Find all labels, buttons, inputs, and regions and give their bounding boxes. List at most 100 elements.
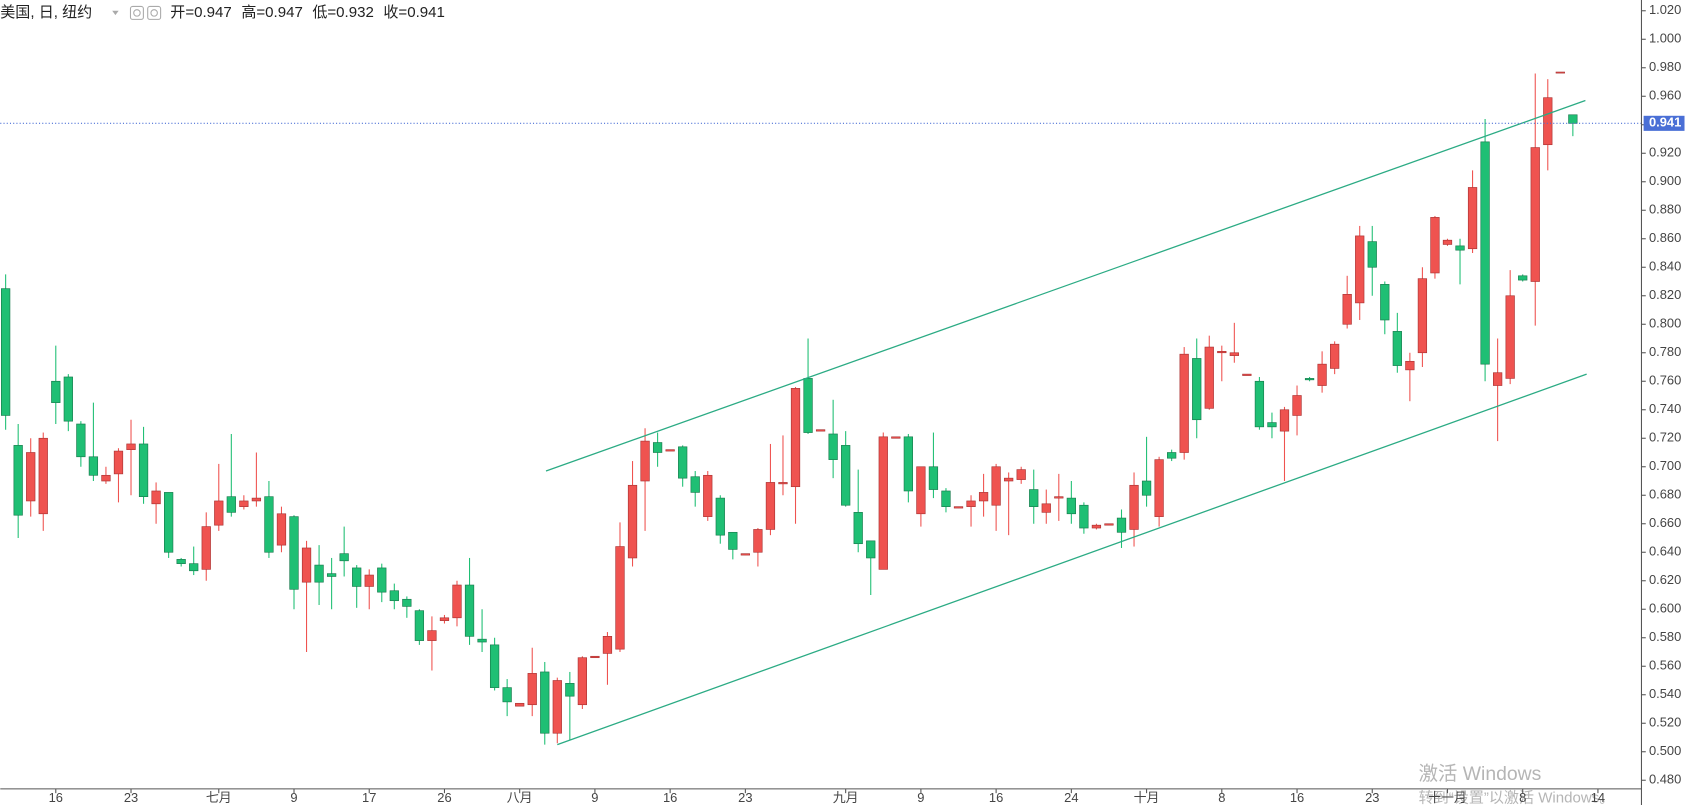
candle-body	[552, 680, 562, 734]
candle-body	[1430, 217, 1440, 274]
x-tick-label: 八月	[507, 790, 533, 805]
candle-body	[1405, 360, 1415, 371]
candle-body	[740, 553, 750, 556]
candle-body	[477, 638, 487, 643]
candle-body	[878, 436, 888, 570]
candle-body	[1167, 452, 1177, 459]
candle-body	[1543, 97, 1553, 146]
candle-body	[1442, 239, 1453, 245]
y-tick-label: 0.620	[1649, 572, 1681, 587]
settings-icon[interactable]	[147, 5, 162, 20]
candle-body	[1091, 524, 1102, 529]
candle-body	[226, 496, 236, 513]
candle-body	[1004, 477, 1014, 482]
candle-body	[815, 429, 826, 432]
candle-body	[1054, 496, 1064, 499]
candle-body	[991, 466, 1001, 506]
candle-body	[1467, 187, 1478, 250]
y-tick-label: 0.720	[1649, 430, 1681, 445]
candle-body	[176, 559, 186, 564]
candle-body	[13, 445, 23, 516]
candle-body	[615, 546, 625, 650]
candle-body	[314, 564, 324, 583]
candle-body	[678, 446, 688, 479]
x-tick-label: 8	[1519, 790, 1526, 805]
candle-body	[715, 497, 725, 536]
candle-body	[289, 516, 299, 590]
candle-body	[765, 482, 776, 530]
candle-body	[51, 380, 61, 403]
x-tick-label: 8	[1218, 790, 1225, 805]
x-tick-label: 23	[738, 790, 752, 805]
x-tick-label: 24	[1064, 790, 1078, 805]
candle-body	[301, 547, 312, 583]
candle-body	[326, 573, 337, 577]
y-tick-label: 0.960	[1649, 88, 1681, 103]
candle-body	[1154, 459, 1164, 517]
candle-body	[1279, 409, 1290, 432]
y-tick-label: 0.900	[1649, 173, 1681, 188]
candle-body	[953, 506, 964, 509]
candle-body	[577, 657, 588, 706]
candle-body	[1455, 245, 1465, 251]
candle-body	[1555, 71, 1565, 74]
x-tick-label: 16	[1290, 790, 1304, 805]
x-tick-label: 23	[1365, 790, 1379, 805]
x-tick-label: 16	[49, 790, 63, 805]
candle-body	[1417, 278, 1428, 354]
chart-title: 美国, 日, 纽约	[0, 4, 92, 21]
candle-body	[1066, 497, 1076, 515]
x-tick-label: 9	[917, 790, 924, 805]
candle-body	[26, 452, 36, 502]
x-tick-label: 十一月	[1428, 790, 1467, 805]
visibility-icon-eye	[133, 9, 141, 17]
y-tick-label: 0.500	[1649, 743, 1681, 758]
candle-body	[690, 476, 700, 493]
candle-body	[427, 630, 437, 641]
candle-body	[214, 500, 224, 526]
candle-body	[502, 687, 512, 703]
candle-body	[439, 617, 450, 621]
legend-low: 低=0.932	[312, 4, 373, 21]
candle-body	[1304, 378, 1315, 381]
candle-body	[1342, 294, 1352, 325]
candle-body	[377, 567, 387, 593]
candle-body	[1530, 147, 1540, 282]
candle-body	[1116, 517, 1127, 533]
candle-body	[1480, 141, 1490, 365]
candle-body	[414, 610, 425, 641]
candle-body	[339, 553, 349, 562]
candle-body	[590, 655, 600, 659]
candle-body	[540, 671, 550, 734]
candle-body	[978, 492, 989, 502]
candle-body	[1041, 503, 1051, 513]
candle-body	[1229, 352, 1239, 356]
candle-body	[602, 636, 613, 654]
dropdown-icon[interactable]	[112, 10, 119, 16]
candle-body	[652, 442, 663, 453]
candle-body	[101, 474, 111, 482]
watermark: 转到“设置”以激活 Windows。	[1419, 790, 1615, 805]
y-tick-label: 0.680	[1649, 487, 1681, 502]
candle-body	[126, 443, 136, 450]
candle-body	[828, 433, 838, 460]
candle-body	[1, 288, 11, 416]
candle-body	[1254, 380, 1265, 428]
legend-open: 开=0.947	[170, 4, 231, 21]
watermark: 激活 Windows	[1419, 763, 1542, 785]
candle-body	[189, 563, 199, 572]
visibility-icon[interactable]	[129, 5, 144, 20]
y-tick-label: 0.920	[1649, 145, 1681, 160]
y-tick-label: 0.800	[1649, 316, 1681, 331]
candle-body	[1518, 275, 1528, 281]
x-tick-label: 14	[1591, 790, 1605, 805]
candle-body	[1129, 484, 1139, 530]
candle-body	[251, 497, 262, 502]
candle-body	[1330, 343, 1340, 369]
x-tick-label: 16	[989, 790, 1003, 805]
legend-high: 高=0.947	[241, 4, 302, 21]
candle-body	[753, 529, 763, 553]
y-tick-label: 0.600	[1649, 601, 1681, 616]
candle-body	[1355, 235, 1365, 304]
candle-body	[1141, 480, 1152, 496]
